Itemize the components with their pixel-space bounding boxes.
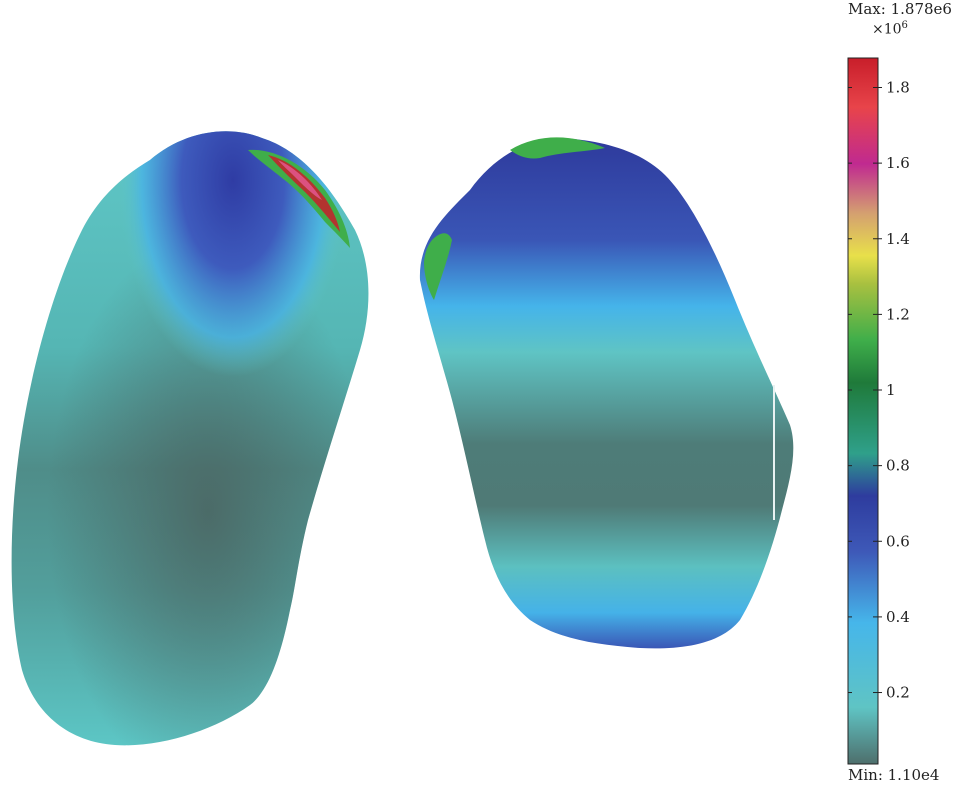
colorbar-ticks: 1.8 1.6 1.4 1.2 1 0.8 0.6 0.4 0.2 bbox=[848, 78, 910, 702]
left-body bbox=[11, 131, 369, 746]
colorbar-tick-label: 1.8 bbox=[886, 78, 910, 96]
multiplier-exponent: 6 bbox=[901, 20, 908, 31]
colorbar-max-label: Max: 1.878e6 bbox=[848, 0, 952, 18]
colorbar-tick-label: 1 bbox=[886, 381, 896, 399]
colorbar-tick-label: 0.6 bbox=[886, 532, 910, 550]
colorbar-tick-label: 1.4 bbox=[886, 230, 910, 248]
colorbar-tick-label: 1.6 bbox=[886, 154, 910, 172]
colorbar-gradient bbox=[847, 57, 879, 765]
right-body bbox=[419, 137, 794, 649]
multiplier-base: ×10 bbox=[872, 21, 902, 38]
colorbar-tick-label: 1.2 bbox=[886, 305, 910, 323]
colorbar: 1.8 1.6 1.4 1.2 1 0.8 0.6 0.4 0.2 bbox=[847, 57, 910, 765]
colorbar-tick-label: 0.4 bbox=[886, 608, 910, 626]
colorbar-tick-label: 0.2 bbox=[886, 684, 910, 702]
colorbar-multiplier: ×106 bbox=[872, 20, 908, 38]
colorbar-min-label: Min: 1.10e4 bbox=[848, 766, 940, 784]
colorbar-tick-label: 0.8 bbox=[886, 457, 910, 475]
